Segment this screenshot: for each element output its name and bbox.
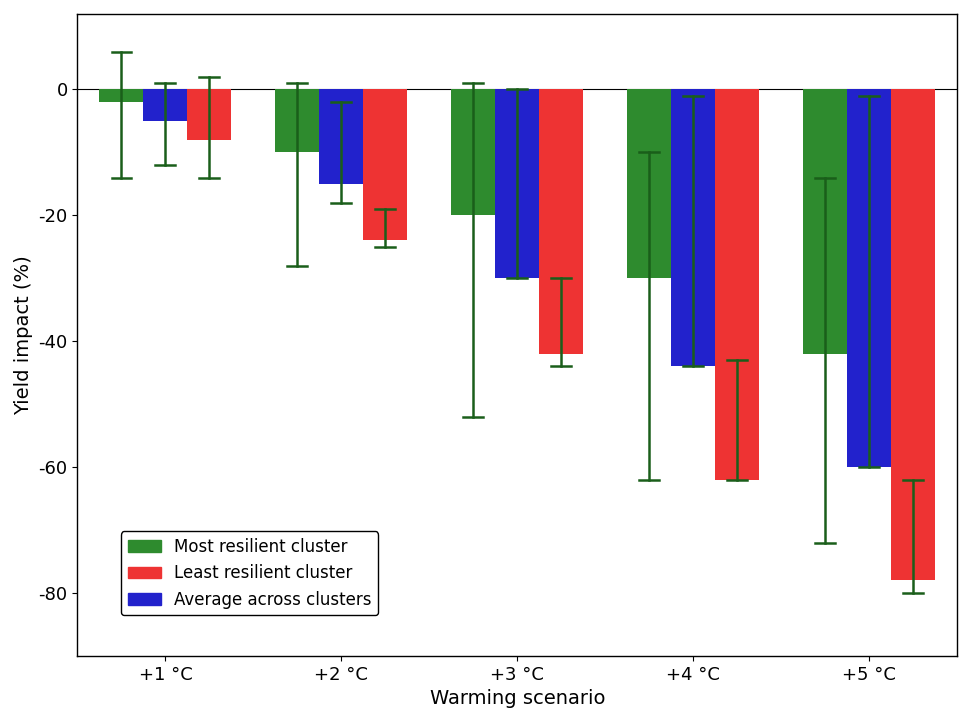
Bar [627, 90, 671, 278]
Bar [891, 90, 935, 580]
Bar [847, 90, 891, 467]
Bar [495, 90, 539, 278]
Legend: Most resilient cluster, Least resilient cluster, Average across clusters: Most resilient cluster, Least resilient … [121, 531, 379, 615]
Bar [99, 90, 144, 102]
Bar [716, 90, 759, 479]
Bar [319, 90, 363, 184]
Bar [539, 90, 584, 354]
Bar [671, 90, 716, 366]
Bar [803, 90, 847, 354]
Y-axis label: Yield impact (%): Yield impact (%) [14, 255, 33, 414]
Bar [363, 90, 407, 240]
Bar [187, 90, 231, 140]
X-axis label: Warming scenario: Warming scenario [429, 689, 605, 708]
Bar [452, 90, 495, 215]
Bar [276, 90, 319, 152]
Bar [144, 90, 187, 121]
